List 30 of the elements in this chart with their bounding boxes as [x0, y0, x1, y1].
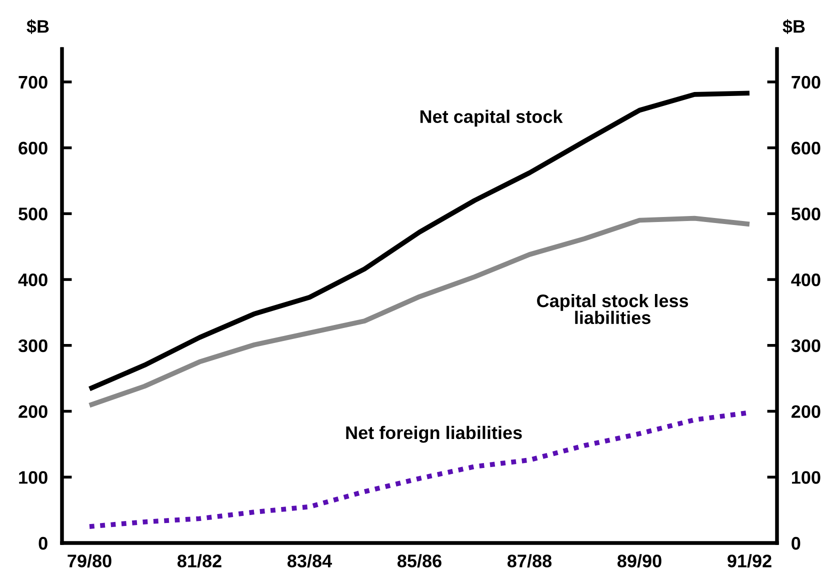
- x-tick-label: 91/92: [728, 554, 772, 568]
- y2-axis-title: $B: [782, 19, 805, 34]
- y2-tick-label: 0: [792, 536, 800, 550]
- y-tick-label: 500: [18, 208, 48, 220]
- y2-tick-label: 300: [791, 339, 820, 352]
- y2-tick-label: 100: [792, 471, 820, 484]
- y-tick-label: 400: [18, 273, 48, 286]
- line-series: [87, 90, 752, 392]
- y2-tick-label: 600: [792, 142, 820, 155]
- x-tick-label: 87/88: [507, 554, 552, 568]
- y-tick-label: 200: [18, 405, 48, 418]
- y-tick-label: 0: [38, 536, 48, 550]
- y-tick-label: 600: [18, 142, 48, 155]
- text: Capital stock less liabilities: [537, 294, 688, 324]
- line-series: [87, 216, 752, 408]
- series-label: Net capital stock: [420, 110, 563, 127]
- x-tick-label: 89/90: [617, 554, 662, 568]
- y-tick-label: 700: [18, 76, 48, 89]
- y2-tick-label: 200: [792, 405, 820, 418]
- y2-tick-label: 700: [792, 76, 820, 89]
- x-tick-label: 79/80: [68, 554, 112, 568]
- y-axis-title: $B: [26, 19, 49, 34]
- x-tick-label: 85/86: [397, 554, 442, 568]
- y-tick-label: 100: [19, 471, 48, 484]
- x-tick-label: 81/82: [177, 554, 222, 568]
- y-tick-label: 300: [18, 339, 48, 352]
- series-label: Net foreign liabilities: [346, 426, 522, 443]
- y2-tick-label: 400: [791, 273, 820, 286]
- y2-tick-label: 500: [791, 208, 820, 220]
- x-tick-label: 83/84: [287, 554, 332, 568]
